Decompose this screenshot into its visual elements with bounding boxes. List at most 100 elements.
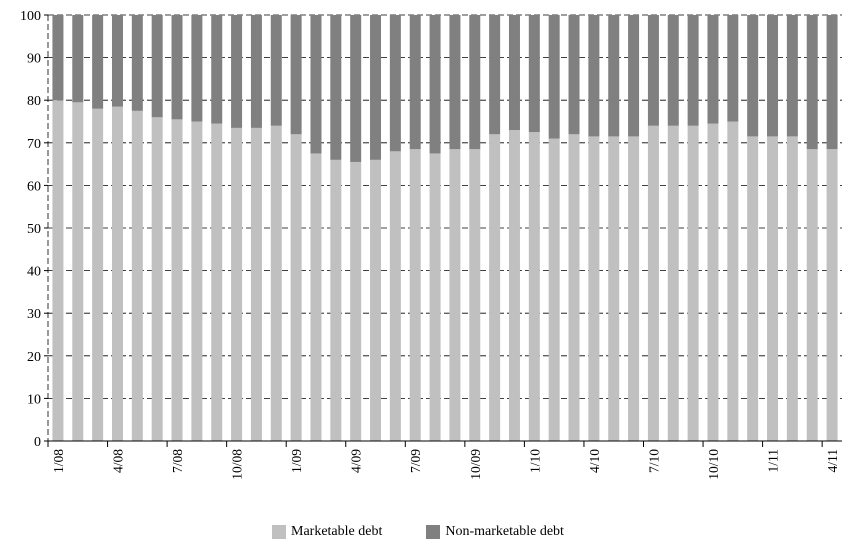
bar-non-marketable xyxy=(608,15,620,137)
bar-marketable xyxy=(548,138,560,442)
bar-marketable xyxy=(52,100,64,441)
legend: Marketable debt Non-marketable debt xyxy=(272,524,608,540)
bar-marketable xyxy=(687,125,699,441)
y-tick-label: 10 xyxy=(27,392,41,407)
x-tick-label: 1/08 xyxy=(51,449,66,473)
bar-non-marketable xyxy=(310,15,322,154)
legend-label-non-marketable: Non-marketable debt xyxy=(445,524,564,539)
bar-non-marketable xyxy=(767,15,779,137)
x-tick-label: 1/11 xyxy=(766,449,781,473)
bar-marketable xyxy=(231,127,243,441)
x-tick-label: 4/10 xyxy=(587,449,602,473)
bar-non-marketable xyxy=(806,15,818,150)
bar-marketable xyxy=(370,159,382,441)
bar-marketable xyxy=(667,125,679,441)
legend-item-marketable: Marketable debt xyxy=(272,524,382,540)
x-tick-label: 10/09 xyxy=(468,449,483,480)
bar-non-marketable xyxy=(171,15,183,120)
bar-marketable xyxy=(747,136,759,441)
bar-non-marketable xyxy=(687,15,699,126)
y-tick-label: 90 xyxy=(27,52,41,67)
x-tick-label: 10/08 xyxy=(230,449,245,480)
bar-non-marketable xyxy=(588,15,600,137)
bar-marketable xyxy=(111,106,123,441)
bar-non-marketable xyxy=(707,15,719,124)
y-tick-label: 40 xyxy=(27,265,41,280)
bar-non-marketable xyxy=(826,15,838,150)
bar-non-marketable xyxy=(250,15,262,128)
bar-non-marketable xyxy=(330,15,342,160)
y-tick-label: 50 xyxy=(27,222,41,237)
bar-marketable xyxy=(409,149,421,441)
bar-non-marketable xyxy=(568,15,580,135)
bar-non-marketable xyxy=(211,15,223,124)
bar-marketable xyxy=(191,121,203,441)
bar-marketable xyxy=(588,136,600,441)
bar-marketable xyxy=(270,125,282,441)
bars xyxy=(52,15,838,442)
bar-marketable xyxy=(707,123,719,441)
bar-non-marketable xyxy=(489,15,501,135)
bar-marketable xyxy=(786,136,798,441)
bar-marketable xyxy=(72,102,84,441)
bar-marketable xyxy=(211,123,223,441)
bar-non-marketable xyxy=(647,15,659,126)
bar-marketable xyxy=(469,149,481,441)
y-tick-label: 100 xyxy=(20,9,41,24)
bar-non-marketable xyxy=(111,15,123,107)
bar-non-marketable xyxy=(667,15,679,126)
y-tick-label: 30 xyxy=(27,307,41,322)
bar-marketable xyxy=(389,151,401,441)
bar-marketable xyxy=(350,161,362,441)
bar-marketable xyxy=(806,149,818,441)
bar-non-marketable xyxy=(508,15,520,131)
x-tick-label: 1/10 xyxy=(527,449,542,473)
bar-marketable xyxy=(727,121,739,441)
bar-marketable xyxy=(330,159,342,441)
bar-marketable xyxy=(250,127,262,441)
y-tick-label: 0 xyxy=(34,435,41,450)
y-tick-label: 70 xyxy=(27,137,41,152)
y-tick-label: 20 xyxy=(27,350,41,365)
bar-non-marketable xyxy=(429,15,441,154)
legend-label-marketable: Marketable debt xyxy=(291,524,383,539)
x-tick-label: 7/09 xyxy=(408,449,423,473)
bar-marketable xyxy=(767,136,779,441)
x-tick-label: 7/08 xyxy=(170,449,185,473)
legend-swatch-marketable xyxy=(272,525,286,539)
gridlines xyxy=(48,14,842,399)
bar-non-marketable xyxy=(786,15,798,137)
bar-non-marketable xyxy=(131,15,143,111)
bar-marketable xyxy=(647,125,659,441)
y-axis-ticks: 0 10 20 30 40 50 60 70 80 90 100 xyxy=(20,9,48,450)
bar-marketable xyxy=(131,110,143,441)
bar-non-marketable xyxy=(290,15,302,135)
bar-non-marketable xyxy=(151,15,163,118)
bar-marketable xyxy=(449,149,461,441)
bar-marketable xyxy=(508,130,520,441)
bar-non-marketable xyxy=(727,15,739,122)
bar-marketable xyxy=(608,136,620,441)
x-tick-label: 10/10 xyxy=(706,449,721,480)
legend-swatch-non-marketable xyxy=(426,525,441,539)
bar-non-marketable xyxy=(628,15,640,137)
bar-marketable xyxy=(310,153,322,441)
bar-non-marketable xyxy=(449,15,461,150)
bar-non-marketable xyxy=(528,15,540,133)
bar-non-marketable xyxy=(72,15,84,103)
y-tick-label: 80 xyxy=(27,94,41,109)
y-tick-label: 60 xyxy=(27,179,41,194)
bar-marketable xyxy=(528,132,540,441)
bar-marketable xyxy=(92,108,104,441)
bar-non-marketable xyxy=(370,15,382,160)
bar-non-marketable xyxy=(409,15,421,150)
x-tick-label: 4/08 xyxy=(110,449,125,473)
bar-non-marketable xyxy=(270,15,282,126)
bar-marketable xyxy=(826,149,838,441)
x-tick-label: 1/09 xyxy=(289,449,304,473)
legend-item-non-marketable: Non-marketable debt xyxy=(426,524,564,540)
bar-marketable xyxy=(151,117,163,442)
bar-marketable xyxy=(171,119,183,442)
bar-marketable xyxy=(489,134,501,441)
